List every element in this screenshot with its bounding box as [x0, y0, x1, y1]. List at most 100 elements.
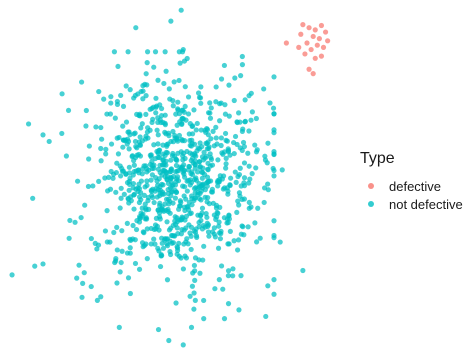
point-not-defective [213, 99, 219, 105]
point-not-defective [205, 160, 211, 166]
point-not-defective [133, 226, 140, 233]
point-not-defective [189, 283, 196, 289]
point-not-defective [188, 246, 194, 253]
point-not-defective [148, 177, 154, 183]
point-not-defective [152, 241, 158, 247]
point-defective [283, 40, 289, 46]
point-not-defective [241, 143, 247, 150]
point-not-defective [98, 158, 104, 164]
point-not-defective [175, 99, 181, 105]
point-not-defective [123, 119, 130, 125]
point-not-defective [246, 163, 252, 169]
point-not-defective [271, 277, 277, 283]
point-not-defective [182, 253, 188, 259]
point-not-defective [235, 247, 241, 253]
point-not-defective [178, 166, 184, 172]
point-not-defective [120, 103, 127, 109]
point-not-defective [79, 294, 85, 300]
point-not-defective [138, 125, 144, 131]
point-not-defective [152, 49, 159, 55]
point-not-defective [159, 105, 165, 112]
point-defective [310, 33, 316, 40]
point-not-defective [108, 141, 115, 147]
point-not-defective [170, 128, 176, 135]
point-not-defective [162, 120, 168, 126]
point-not-defective [222, 111, 229, 117]
point-not-defective [117, 205, 123, 211]
point-not-defective [127, 236, 133, 242]
point-not-defective [190, 123, 196, 129]
point-not-defective [236, 202, 242, 208]
point-not-defective [225, 147, 232, 154]
point-not-defective [215, 157, 221, 163]
point-not-defective [176, 253, 182, 259]
point-not-defective [242, 118, 248, 124]
point-not-defective [86, 143, 92, 149]
point-not-defective [144, 49, 151, 55]
point-not-defective [181, 193, 187, 199]
point-not-defective [226, 241, 232, 247]
point-not-defective [127, 245, 133, 251]
point-not-defective [185, 94, 192, 100]
legend-label-not-defective: not defective [389, 197, 463, 212]
point-not-defective [235, 198, 241, 204]
point-not-defective [264, 160, 270, 166]
point-not-defective [199, 205, 206, 211]
point-not-defective [188, 324, 195, 330]
point-not-defective [263, 313, 269, 320]
point-not-defective [158, 252, 164, 258]
point-not-defective [170, 103, 176, 109]
point-defective [298, 31, 304, 37]
point-not-defective [126, 187, 132, 193]
point-not-defective [190, 131, 196, 137]
legend: Type defective not defective [360, 150, 463, 212]
point-not-defective [171, 79, 177, 85]
point-not-defective [213, 216, 219, 222]
point-not-defective [92, 240, 98, 246]
point-not-defective [203, 211, 209, 217]
point-not-defective [180, 46, 186, 53]
point-not-defective [172, 214, 178, 220]
point-defective [300, 22, 306, 28]
point-not-defective [119, 165, 125, 172]
point-not-defective [271, 130, 277, 136]
point-not-defective [162, 49, 168, 55]
point-not-defective [252, 142, 258, 148]
point-not-defective [241, 232, 247, 238]
point-not-defective [188, 171, 194, 177]
point-not-defective [126, 178, 132, 184]
point-not-defective [170, 222, 176, 228]
point-not-defective [245, 224, 251, 230]
point-not-defective [160, 157, 166, 163]
point-not-defective [225, 191, 231, 197]
point-not-defective [265, 140, 271, 146]
point-not-defective [240, 139, 247, 146]
point-defective [296, 44, 302, 50]
point-not-defective [163, 207, 169, 213]
point-defective [318, 53, 325, 59]
point-not-defective [211, 225, 217, 231]
point-not-defective [133, 143, 139, 150]
point-not-defective [144, 182, 150, 188]
point-not-defective [159, 181, 165, 187]
legend-key-defective [368, 183, 374, 189]
point-not-defective [119, 228, 125, 234]
point-not-defective [207, 100, 213, 106]
point-not-defective [163, 68, 169, 74]
point-not-defective [162, 201, 168, 207]
point-not-defective [148, 152, 154, 158]
point-not-defective [177, 119, 183, 125]
point-not-defective [173, 300, 179, 306]
point-not-defective [136, 139, 142, 145]
point-not-defective [222, 130, 229, 137]
point-not-defective [155, 119, 161, 125]
point-not-defective [205, 179, 211, 185]
point-not-defective [162, 168, 168, 174]
point-not-defective [136, 186, 143, 192]
point-not-defective [225, 268, 232, 274]
point-not-defective [172, 169, 179, 175]
point-not-defective [179, 136, 185, 143]
point-not-defective [196, 94, 203, 101]
point-not-defective [110, 171, 117, 177]
point-not-defective [227, 152, 233, 158]
